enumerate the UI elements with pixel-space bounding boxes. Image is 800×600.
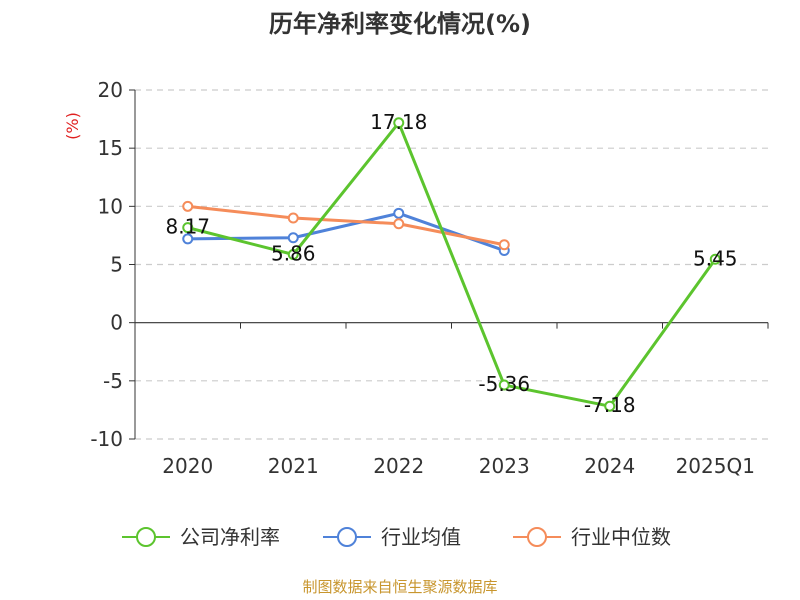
x-tick-label: 2022 [373, 454, 424, 478]
y-tick-label: 0 [110, 311, 123, 335]
y-axis-label: (%) [63, 112, 82, 140]
legend-marker[interactable] [136, 527, 156, 547]
y-tick-label: 5 [110, 253, 123, 277]
data-point[interactable] [287, 248, 299, 260]
series-line [186, 121, 717, 408]
data-point[interactable] [182, 233, 194, 245]
data-label: 8.17 [165, 215, 210, 239]
legend-marker[interactable] [527, 527, 547, 547]
y-tick-label: 15 [98, 136, 123, 160]
y-tick-label: 10 [98, 194, 123, 218]
series-lines [182, 117, 721, 412]
axes: 20 15 10 5 0 -5 -10 2020 2021 2022 2023 2024 2025Q1 (… [63, 78, 769, 478]
y-tick-label: -10 [90, 427, 123, 451]
x-tick-label: 2023 [479, 454, 530, 478]
source-footer: 制图数据来自恒生聚源数据库 [302, 578, 498, 596]
legend-label[interactable]: 公司净利率 [180, 525, 280, 549]
data-labels: 8.17 5.86 17.18 -5.36 -7.18 5.45 [165, 110, 737, 417]
data-point[interactable] [709, 253, 721, 265]
data-label: 17.18 [370, 110, 427, 134]
data-point[interactable] [182, 222, 194, 234]
data-point[interactable] [287, 232, 299, 244]
data-point[interactable] [604, 400, 616, 412]
x-tick-label: 2025Q1 [676, 454, 755, 478]
x-tick-label: 2020 [162, 454, 213, 478]
data-point[interactable] [393, 117, 405, 129]
chart-title: 历年净利率变化情况(%) [269, 10, 531, 38]
x-tick-label: 2021 [268, 454, 319, 478]
data-point[interactable] [498, 379, 510, 391]
data-label: 5.45 [693, 246, 738, 270]
x-tick-label: 2024 [584, 454, 635, 478]
series-line [186, 211, 506, 253]
legend-label[interactable]: 行业均值 [381, 525, 461, 549]
grid-lines [135, 89, 768, 440]
data-point[interactable] [393, 218, 405, 230]
y-tick-label: 20 [98, 78, 123, 102]
data-point[interactable] [182, 200, 194, 212]
y-tick-label: -5 [103, 369, 123, 393]
series-line [186, 204, 506, 247]
data-label: 5.86 [271, 241, 316, 265]
legend-marker[interactable] [337, 527, 357, 547]
data-point[interactable] [498, 239, 510, 251]
data-label: -7.18 [584, 393, 636, 417]
legend: 公司净利率 行业均值 行业中位数 [122, 525, 671, 549]
data-point[interactable] [287, 212, 299, 224]
legend-label[interactable]: 行业中位数 [571, 525, 671, 549]
data-point[interactable] [393, 207, 405, 219]
data-label: -5.36 [478, 372, 530, 396]
